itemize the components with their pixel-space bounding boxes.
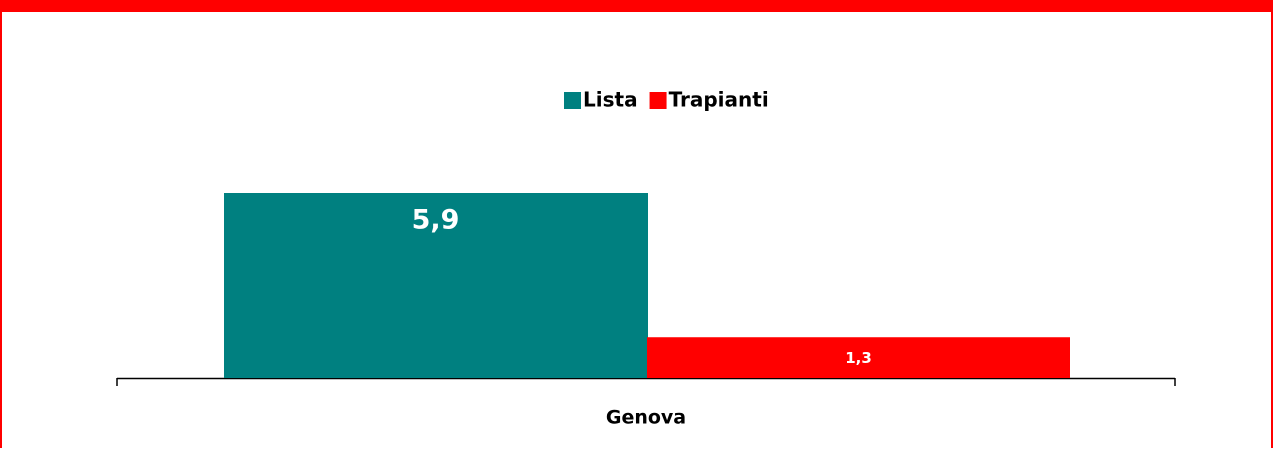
left-border [0, 0, 2, 448]
legend-label: Trapianti [669, 88, 769, 112]
x-tick-label: Genova [606, 407, 686, 429]
right-border [1271, 0, 1273, 448]
data-label: 1,3 [845, 349, 872, 367]
bar [647, 337, 1070, 378]
top-band [0, 0, 1273, 12]
legend-swatch [649, 92, 667, 109]
bar [224, 193, 648, 378]
data-label: 5,9 [412, 205, 460, 236]
legend-label: Lista [583, 88, 638, 112]
legend-swatch [564, 92, 581, 109]
